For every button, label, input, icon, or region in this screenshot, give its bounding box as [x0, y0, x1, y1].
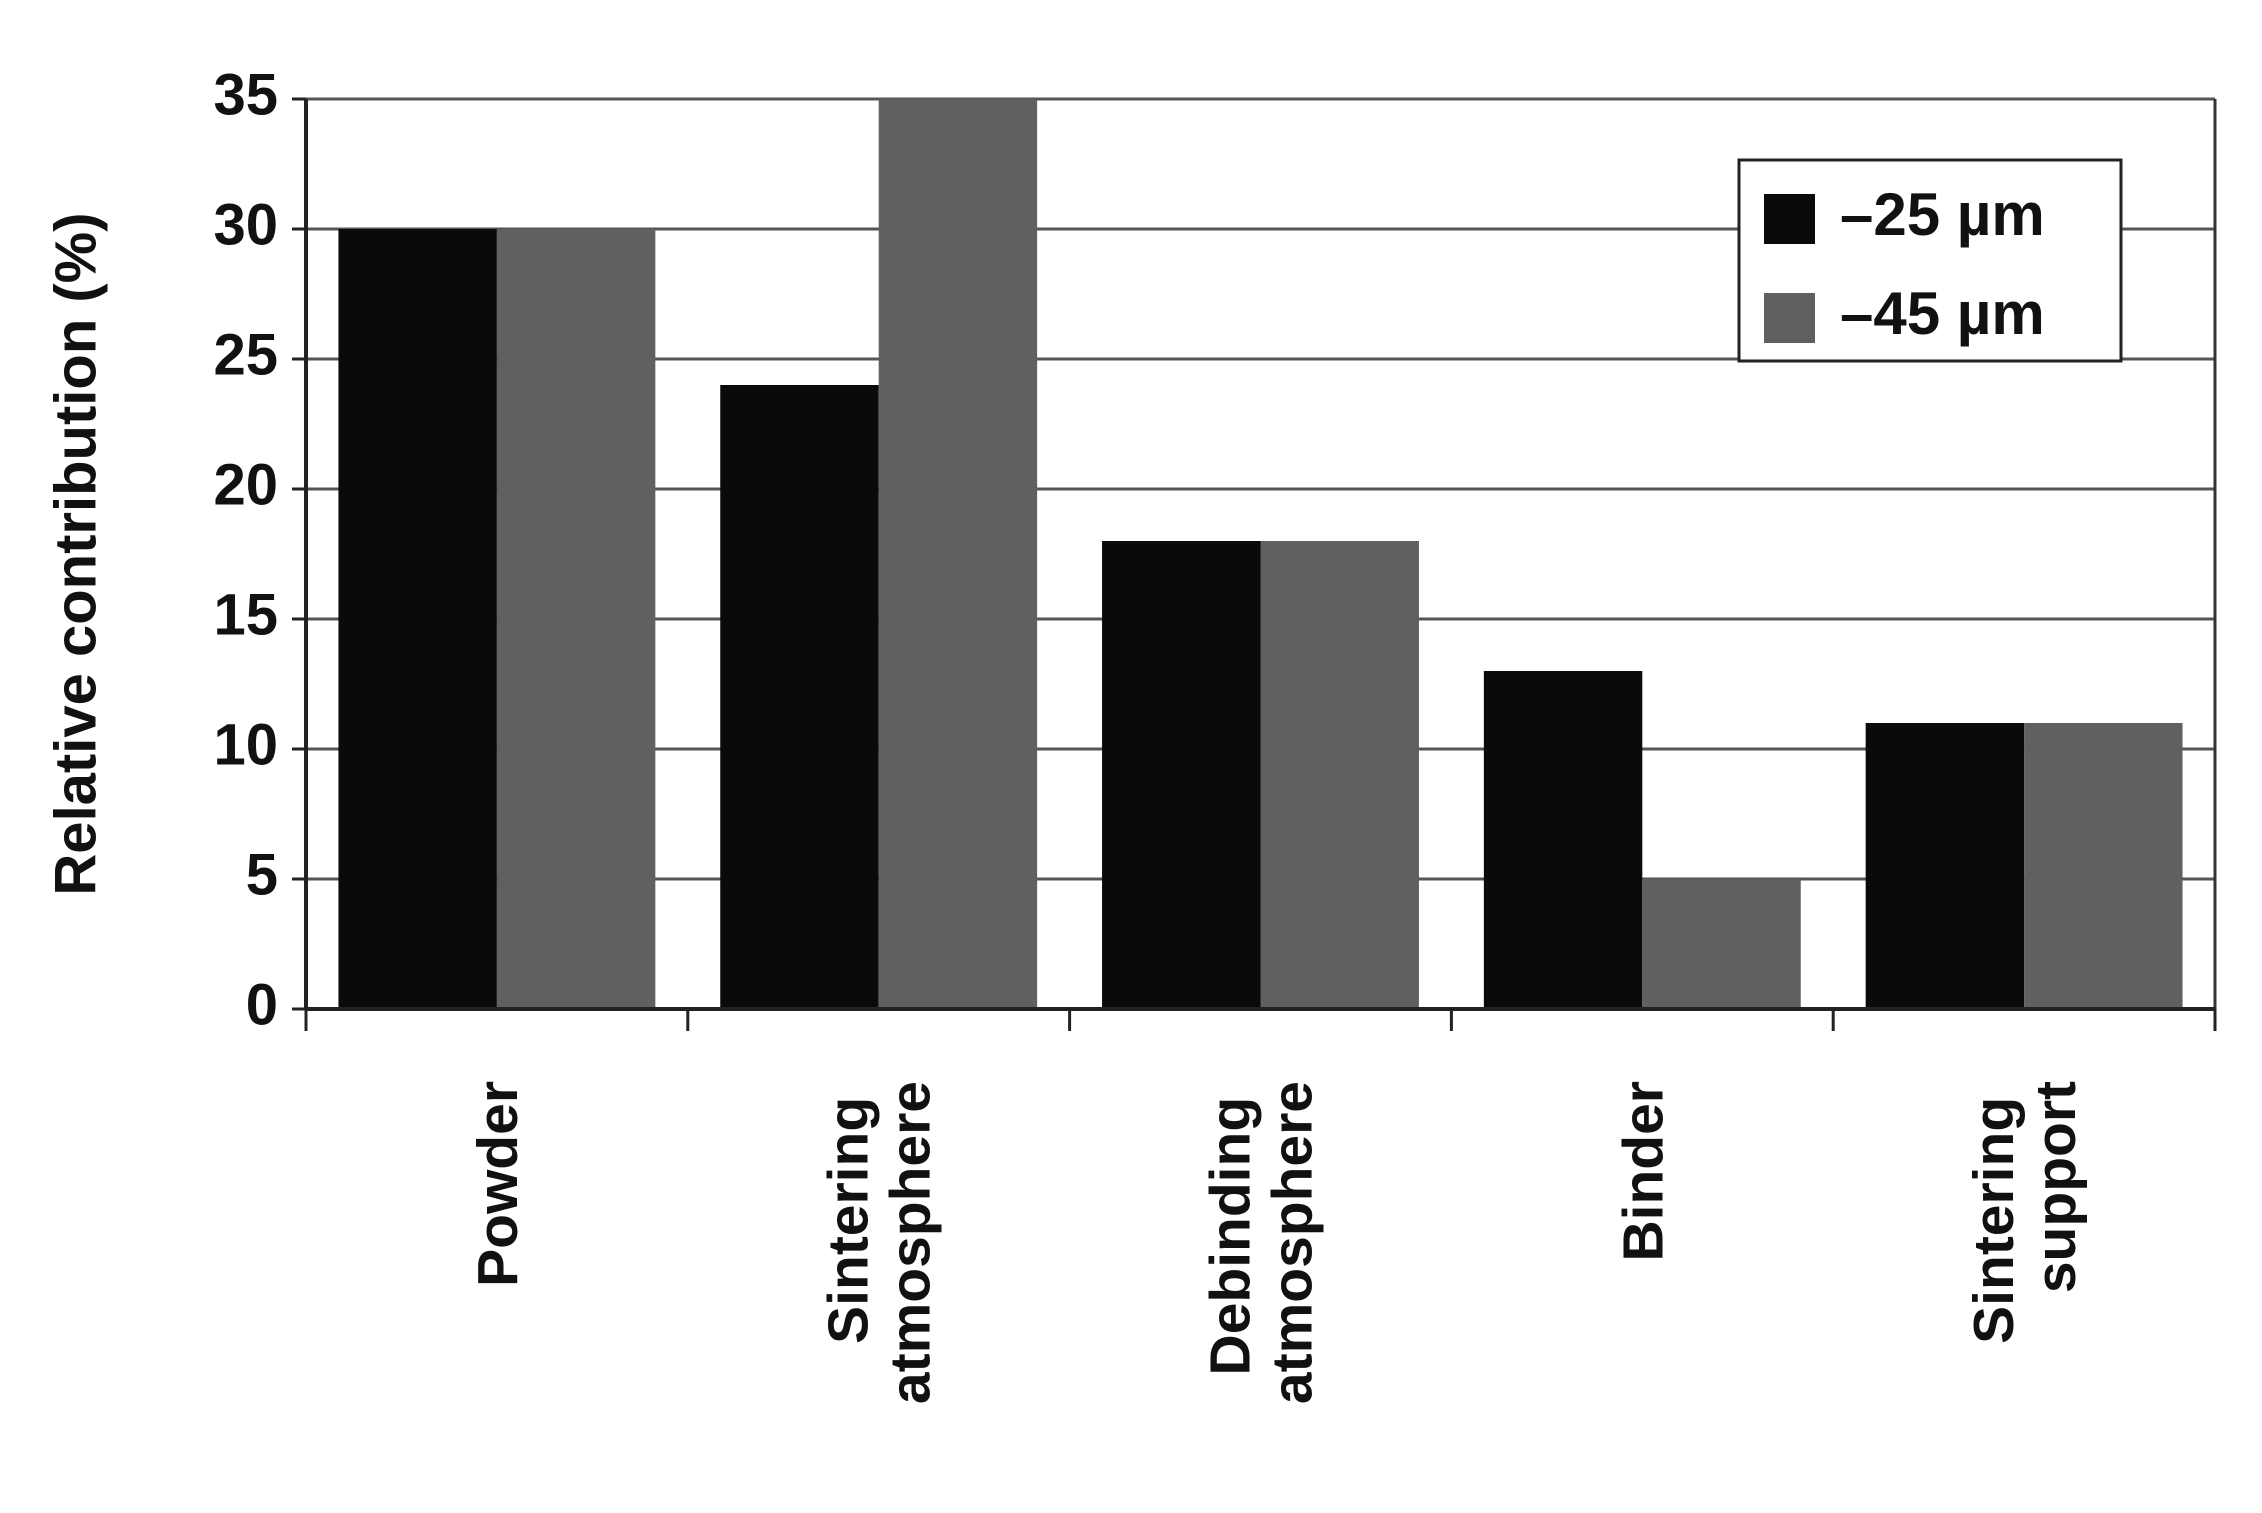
- y-tick-label: 30: [213, 192, 278, 257]
- bar: [1865, 723, 2025, 1009]
- y-tick-label: 20: [213, 452, 278, 517]
- x-tick-label: Debinding atmosphere: [1199, 1081, 1325, 1404]
- x-tick-label: Sintering atmosphere: [817, 1081, 943, 1404]
- y-tick-label: 10: [213, 712, 278, 777]
- y-tick-label: 15: [213, 582, 278, 647]
- bar: [1260, 541, 1419, 1009]
- bar: [1642, 879, 1801, 1009]
- bar: [878, 99, 1038, 1009]
- bar: [1102, 541, 1261, 1009]
- x-tick-label: Binder: [1611, 1081, 1675, 1262]
- y-tick-label: 5: [246, 842, 278, 907]
- y-tick-label: 25: [213, 322, 278, 387]
- bar: [720, 385, 879, 1009]
- bar: [1483, 671, 1643, 1009]
- legend-label: –25 µm: [1840, 181, 2045, 248]
- y-tick-label: 0: [246, 972, 278, 1037]
- x-tick-label: Powder: [466, 1081, 530, 1287]
- bar: [496, 229, 656, 1009]
- bar: [2024, 723, 2183, 1009]
- y-tick-label: 35: [213, 62, 278, 127]
- legend-swatch: [1764, 293, 1815, 343]
- legend-swatch: [1764, 194, 1815, 244]
- x-tick-label: Sintering support: [1962, 1081, 2088, 1344]
- bar: [338, 229, 497, 1009]
- legend-label: –45 µm: [1840, 280, 2045, 347]
- y-axis-label: Relative contribution (%): [43, 212, 108, 895]
